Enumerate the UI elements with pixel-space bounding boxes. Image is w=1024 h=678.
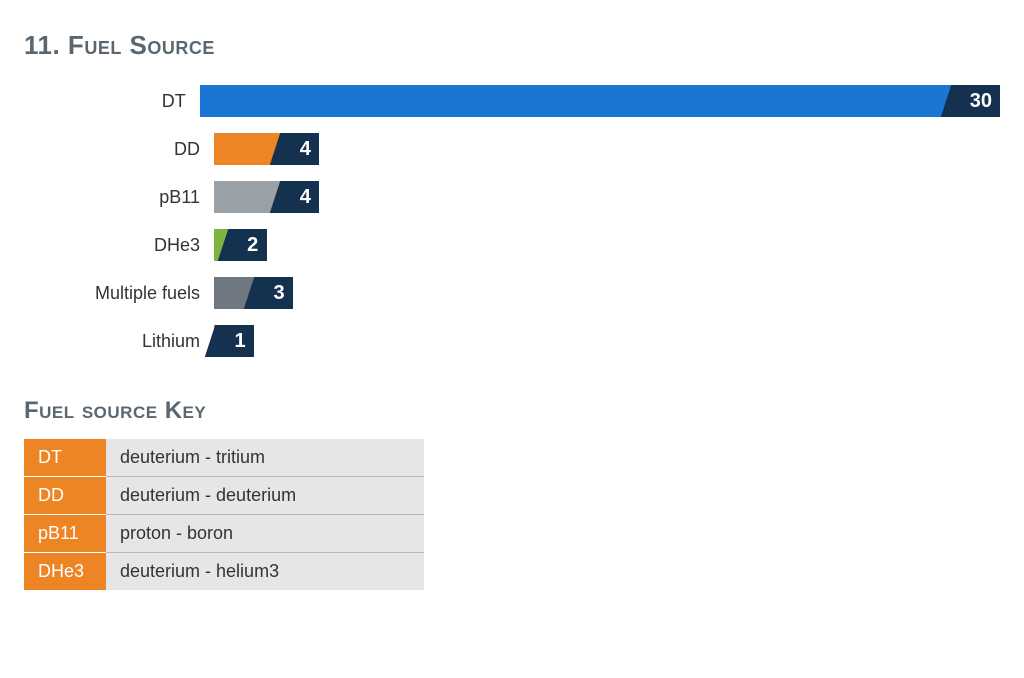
bar-track: 30 xyxy=(200,85,1000,117)
bar-value-cap: 4 xyxy=(285,181,319,213)
bar-value: 1 xyxy=(234,330,245,353)
bar-value: 30 xyxy=(970,90,992,113)
bar-value: 4 xyxy=(300,138,311,161)
bar-value-cap: 4 xyxy=(285,133,319,165)
key-code: DD xyxy=(24,477,106,515)
bar-track: 4 xyxy=(214,181,1000,213)
bar-track: 3 xyxy=(214,277,1000,309)
key-code: DT xyxy=(24,439,106,477)
key-title: Fuel source Key xyxy=(24,397,1000,425)
bar-value-cap: 30 xyxy=(956,85,1000,117)
bar-label: DHe3 xyxy=(24,235,214,256)
bar-value: 4 xyxy=(300,186,311,209)
bar-fill xyxy=(200,85,956,117)
fuel-source-bar-chart: DT 30 DD 4 pB11 4 DHe3 2 Multiple fuels 3 Lithium 1 xyxy=(24,85,1000,357)
bar-value: 3 xyxy=(273,282,284,305)
key-row: DHe3deuterium - helium3 xyxy=(24,553,424,591)
bar-row: DHe3 2 xyxy=(24,229,1000,261)
key-code: pB11 xyxy=(24,515,106,553)
key-description: deuterium - deuterium xyxy=(106,477,424,515)
bar-label: Multiple fuels xyxy=(24,283,214,304)
key-code: DHe3 xyxy=(24,553,106,591)
key-row: DTdeuterium - tritium xyxy=(24,439,424,477)
bar-value-cap: 1 xyxy=(220,325,254,357)
bar-label: DT xyxy=(24,91,200,112)
bar-track: 1 xyxy=(214,325,1000,357)
key-description: proton - boron xyxy=(106,515,424,553)
section-title: 11. Fuel Source xyxy=(24,30,1000,61)
bar-row: DD 4 xyxy=(24,133,1000,165)
bar-track: 2 xyxy=(214,229,1000,261)
key-row: DDdeuterium - deuterium xyxy=(24,477,424,515)
bar-value-cap: 2 xyxy=(233,229,267,261)
bar-label: pB11 xyxy=(24,187,214,208)
key-description: deuterium - tritium xyxy=(106,439,424,477)
bar-row: pB11 4 xyxy=(24,181,1000,213)
bar-row: Multiple fuels 3 xyxy=(24,277,1000,309)
bar-label: Lithium xyxy=(24,331,214,352)
bar-track: 4 xyxy=(214,133,1000,165)
key-description: deuterium - helium3 xyxy=(106,553,424,591)
key-row: pB11proton - boron xyxy=(24,515,424,553)
fuel-source-key-table: DTdeuterium - tritiumDDdeuterium - deute… xyxy=(24,439,424,590)
bar-row: DT 30 xyxy=(24,85,1000,117)
bar-value-cap: 3 xyxy=(259,277,293,309)
bar-value: 2 xyxy=(247,234,258,257)
bar-label: DD xyxy=(24,139,214,160)
bar-row: Lithium 1 xyxy=(24,325,1000,357)
